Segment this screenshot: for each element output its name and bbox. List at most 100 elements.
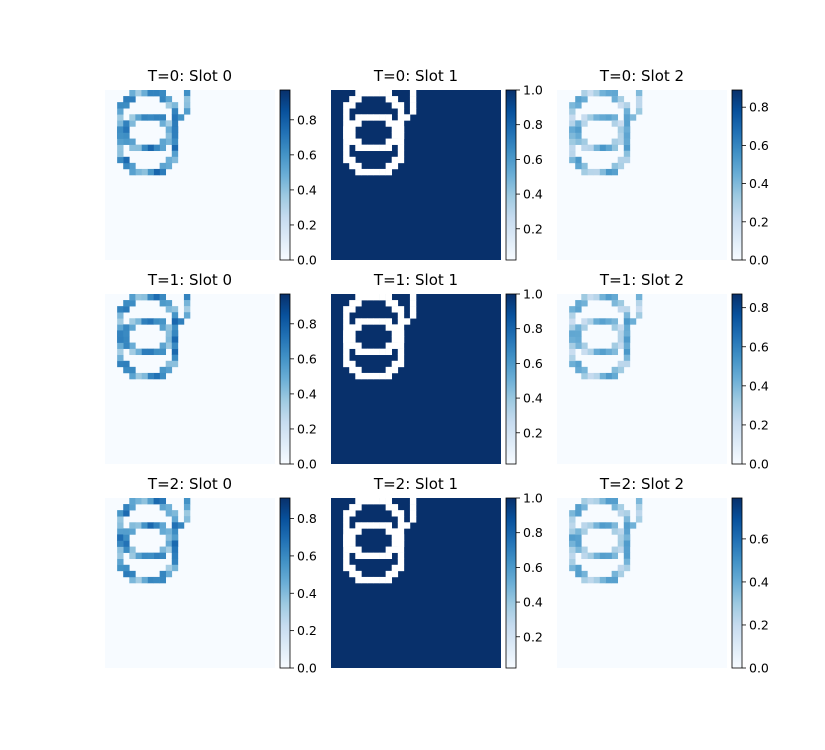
heatmap-cell [349,360,356,368]
heatmap-cell [355,372,362,380]
heatmap-cell [123,540,130,547]
heatmap-cell [611,366,619,374]
heatmap-cell [599,318,606,325]
heatmap-cell [171,144,179,152]
heatmap-cell [349,162,356,170]
heatmap-cell [129,96,136,103]
heatmap-cell [171,132,179,139]
heatmap-cell [159,348,167,356]
heatmap-cell [165,300,173,307]
heatmap-cell [623,120,631,127]
heatmap-cell [587,144,594,152]
heatmap-cell [581,138,588,145]
heatmap-cell [611,372,619,380]
heatmap-cell [147,372,154,380]
heatmap-cell [599,90,606,97]
heatmap-cell [593,168,600,176]
heatmap-cell [129,318,136,325]
heatmap-cell [575,360,582,368]
heatmap-cell [147,90,154,97]
heatmap-cell [343,156,350,164]
heatmap-cell [581,300,588,307]
heatmap-cell [129,546,136,553]
heatmap-cell [147,318,154,325]
heatmap-cell [343,564,350,572]
heatmap-cell [129,504,136,511]
heatmap-cell [343,318,350,325]
heatmap-cell [623,330,631,337]
colorbar-tick-label: 0.0 [749,457,769,472]
heatmap-cell [117,516,124,523]
heatmap-cell [397,552,405,560]
heatmap-cell [355,96,362,103]
heatmap-cell [171,546,179,553]
colorbar-tick-label: 0.4 [749,378,769,393]
heatmap-panel: T=2: Slot 0 0.0 0.2 0.4 0.6 0.8 [105,475,317,676]
heatmap-cell [159,294,167,301]
heatmap-cell [623,132,631,139]
heatmap-cell [117,312,124,319]
heatmap-cell [349,534,356,541]
heatmap-cell [569,558,576,566]
heatmap-cell [361,294,368,301]
heatmap-cell [123,162,130,170]
heatmap-cell [159,90,167,97]
heatmap-cell [605,144,612,152]
heatmap-cell [397,312,405,319]
heatmap-cell [343,534,350,541]
heatmap-cell [165,132,173,139]
heatmap-cell [183,294,191,301]
heatmap-cell [129,144,136,152]
heatmap-cell [165,528,173,535]
heatmap-cell [129,342,136,349]
heatmap-cell [355,144,362,152]
colorbar [731,89,743,261]
heatmap-cell [165,564,173,572]
heatmap-cell [391,504,399,511]
heatmap-cell [343,354,350,362]
heatmap-cell [171,312,179,319]
heatmap-cell [117,156,124,164]
heatmap-cell [581,504,588,511]
heatmap-cell [391,102,399,109]
heatmap-cell [141,90,148,97]
heatmap-cell [581,162,588,170]
heatmap-cell [117,540,124,547]
heatmap-cell [129,120,136,127]
heatmap-cell [605,348,612,356]
heatmap-cell [385,552,393,560]
heatmap-cell [391,570,399,578]
heatmap-cell [355,366,362,374]
heatmap-cell [379,168,386,176]
heatmap-cell [623,540,631,547]
panel-title: T=1: Slot 0 [147,271,232,289]
heatmap-cell [391,162,399,170]
heatmap-cell [623,522,631,529]
heatmap-cell [183,504,191,511]
heatmap-cell [117,552,124,560]
heatmap-cell [159,552,167,560]
heatmap-cell [123,366,130,374]
heatmap-cell [569,318,576,325]
heatmap-cell [397,522,405,529]
colorbar-tick-label: 0.8 [297,511,317,526]
heatmap-cell [153,348,160,356]
heatmap-cell [373,552,380,560]
heatmap-cell [147,522,154,529]
heatmap-cell [159,120,167,127]
heatmap-cell [605,318,612,325]
heatmap-cell [575,330,582,337]
heatmap-cell [147,498,154,505]
heatmap-cell [569,132,576,139]
heatmap-cell [409,504,417,511]
heatmap-cell [141,498,148,505]
heatmap-cell [367,294,374,301]
heatmap-cell [569,150,576,158]
heatmap-cell [617,330,625,337]
heatmap-cell [373,348,380,356]
heatmap-cell [397,510,405,517]
colorbar-tick-label: 0.4 [297,386,317,401]
heatmap-cell [177,522,185,529]
colorbar-tick-label: 0.6 [523,152,543,167]
heatmap-cell [373,168,380,176]
